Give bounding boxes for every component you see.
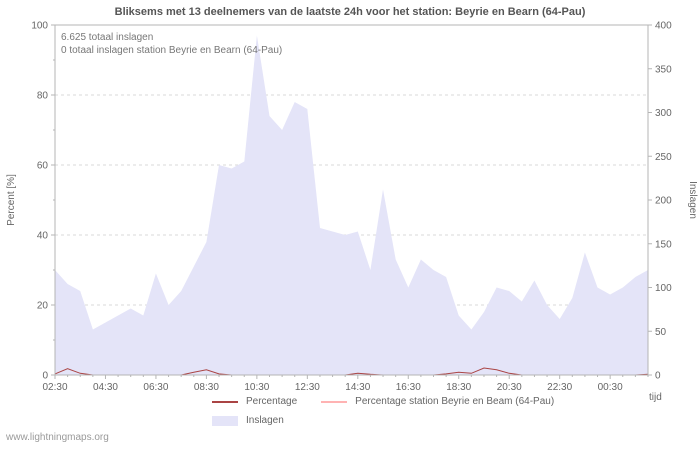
svg-text:04:30: 04:30 — [93, 382, 118, 393]
inslagen-area-series — [55, 35, 648, 375]
svg-text:20: 20 — [37, 301, 49, 312]
svg-text:400: 400 — [655, 21, 672, 32]
svg-text:20:30: 20:30 — [497, 382, 522, 393]
legend-row-lines: Percentage Percentage station Beyrie en … — [212, 392, 578, 411]
legend-row-area: Inslagen — [212, 411, 578, 430]
legend-percentage-label: Percentage — [246, 396, 298, 407]
inslagen-area-swatch — [212, 415, 238, 426]
axis-tick-labels: 0 20 40 60 80 100 0 50 100 150 200 250 300 350 400 02:3… — [31, 21, 672, 394]
svg-text:18:30: 18:30 — [446, 382, 471, 393]
station-line-swatch — [321, 400, 348, 403]
svg-text:300: 300 — [655, 108, 672, 119]
svg-text:60: 60 — [37, 161, 49, 172]
svg-text:06:30: 06:30 — [143, 382, 168, 393]
svg-text:80: 80 — [37, 91, 49, 102]
svg-text:0: 0 — [42, 371, 48, 382]
svg-text:100: 100 — [31, 21, 48, 32]
watermark-link[interactable]: www.lightningmaps.org — [6, 432, 109, 443]
right-axis-title: Inslagen — [687, 181, 698, 219]
legend-item-percentage: Percentage — [212, 396, 297, 407]
chart-title: Bliksems met 13 deelnemers van de laatst… — [114, 6, 586, 18]
svg-text:100: 100 — [655, 283, 672, 294]
legend-station-label: Percentage station Beyrie en Beam (64-Pa… — [355, 396, 555, 407]
svg-text:10:30: 10:30 — [244, 382, 269, 393]
svg-text:12:30: 12:30 — [295, 382, 320, 393]
legend: Percentage Percentage station Beyrie en … — [212, 392, 578, 430]
axis-ticks — [51, 24, 652, 379]
svg-text:08:30: 08:30 — [194, 382, 219, 393]
svg-text:02:30: 02:30 — [42, 382, 67, 393]
svg-text:250: 250 — [655, 152, 672, 163]
legend-item-inslagen: Inslagen — [212, 415, 284, 426]
svg-text:16:30: 16:30 — [396, 382, 421, 393]
svg-text:14:30: 14:30 — [345, 382, 370, 393]
svg-text:200: 200 — [655, 196, 672, 207]
svg-text:22:30: 22:30 — [547, 382, 572, 393]
svg-text:0: 0 — [655, 371, 661, 382]
x-axis-title: tijd — [649, 392, 662, 403]
svg-text:50: 50 — [655, 327, 667, 338]
legend-item-station: Percentage station Beyrie en Beam (64-Pa… — [321, 396, 554, 407]
legend-inslagen-label: Inslagen — [246, 415, 284, 426]
svg-text:40: 40 — [37, 231, 49, 242]
svg-text:150: 150 — [655, 239, 672, 250]
annotation-total-strikes: 6.625 totaal inslagen — [61, 32, 153, 43]
svg-text:350: 350 — [655, 64, 672, 75]
percentage-line-swatch — [212, 400, 238, 403]
annotation-station-strikes: 0 totaal inslagen station Beyrie en Bear… — [61, 45, 282, 56]
svg-text:00:30: 00:30 — [598, 382, 623, 393]
left-axis-title: Percent [%] — [6, 174, 17, 226]
